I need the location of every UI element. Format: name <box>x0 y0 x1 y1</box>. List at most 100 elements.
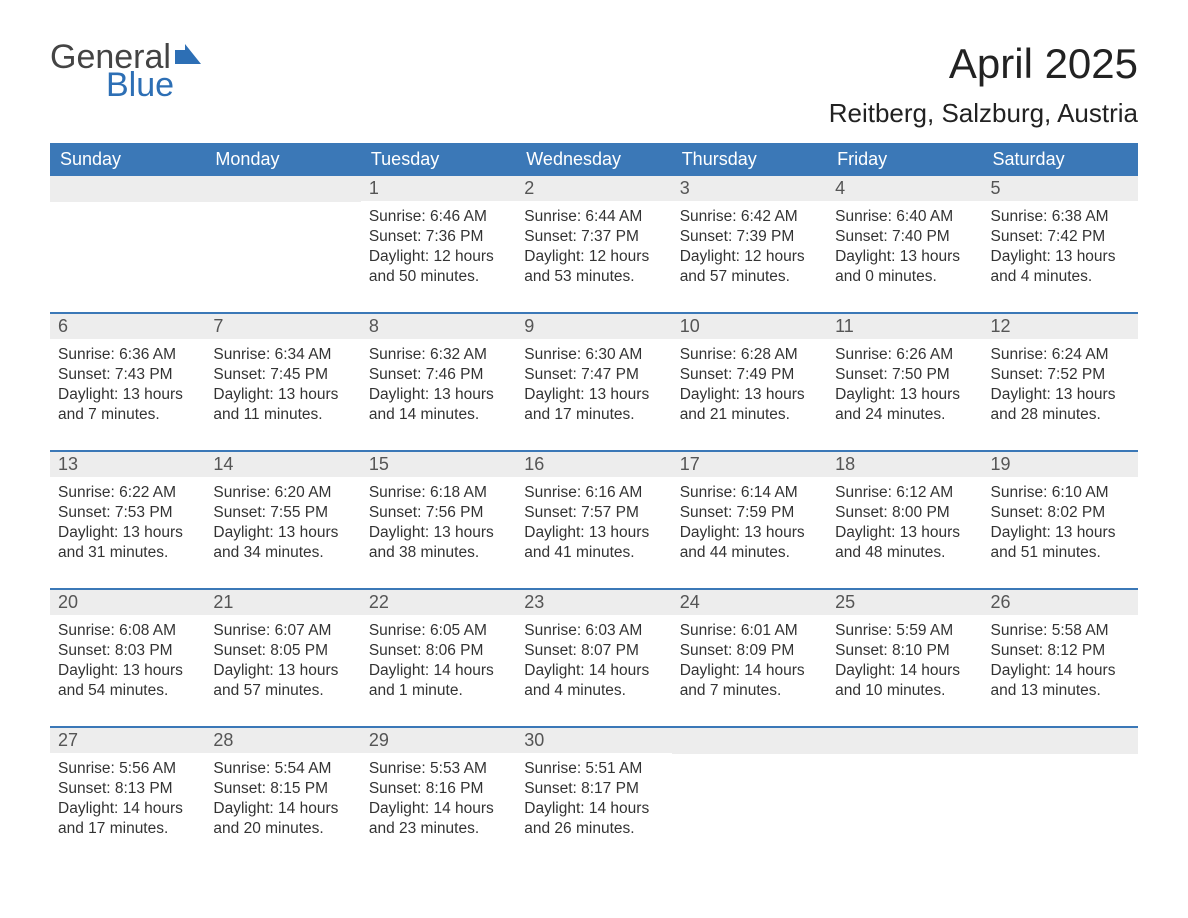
day-number: 20 <box>50 590 205 615</box>
month-title: April 2025 <box>829 40 1138 88</box>
sunset-text: Sunset: 7:47 PM <box>524 365 663 385</box>
day-cell <box>205 176 360 294</box>
page-header: General Blue April 2025 Reitberg, Salzbu… <box>50 40 1138 129</box>
day-cell: 19Sunrise: 6:10 AMSunset: 8:02 PMDayligh… <box>983 452 1138 570</box>
day-cell: 4Sunrise: 6:40 AMSunset: 7:40 PMDaylight… <box>827 176 982 294</box>
sunset-text: Sunset: 7:42 PM <box>991 227 1130 247</box>
day-cell: 12Sunrise: 6:24 AMSunset: 7:52 PMDayligh… <box>983 314 1138 432</box>
day-cell: 28 Sunrise: 5:54 AMSunset: 8:15 PMDayligh… <box>205 728 360 846</box>
sunset-text: Sunset: 8:10 PM <box>835 641 974 661</box>
daylight-text: Daylight: 14 hours and 23 minutes. <box>369 799 508 839</box>
day-body: Sunrise: 6:44 AMSunset: 7:37 PMDaylight:… <box>516 201 671 292</box>
sunrise-text: Sunrise: 6:12 AM <box>835 483 974 503</box>
day-cell: 20Sunrise: 6:08 AMSunset: 8:03 PMDayligh… <box>50 590 205 708</box>
day-number: 28 <box>205 728 360 753</box>
sunrise-text: Sunrise: 5:53 AM <box>369 759 508 779</box>
sunrise-text: Sunrise: 6:08 AM <box>58 621 197 641</box>
day-header: Wednesday <box>516 143 671 176</box>
sunrise-text: Sunrise: 5:51 AM <box>524 759 663 779</box>
daylight-text: Daylight: 14 hours and 20 minutes. <box>213 799 352 839</box>
day-body: Sunrise: 6:18 AMSunset: 7:56 PMDaylight:… <box>361 477 516 568</box>
week-row: 1Sunrise: 6:46 AMSunset: 7:36 PMDaylight… <box>50 176 1138 294</box>
sunrise-text: Sunrise: 6:16 AM <box>524 483 663 503</box>
day-body: Sunrise: 6:34 AMSunset: 7:45 PMDaylight:… <box>205 339 360 430</box>
day-number: 10 <box>672 314 827 339</box>
daylight-text: Daylight: 13 hours and 11 minutes. <box>213 385 352 425</box>
sunrise-text: Sunrise: 5:54 AM <box>213 759 352 779</box>
day-number: 9 <box>516 314 671 339</box>
sunrise-text: Sunrise: 6:03 AM <box>524 621 663 641</box>
sunset-text: Sunset: 8:15 PM <box>213 779 352 799</box>
day-number <box>827 728 982 754</box>
day-body: Sunrise: 5:58 AMSunset: 8:12 PMDaylight:… <box>983 615 1138 706</box>
day-number: 22 <box>361 590 516 615</box>
day-cell: 16Sunrise: 6:16 AMSunset: 7:57 PMDayligh… <box>516 452 671 570</box>
sunrise-text: Sunrise: 6:01 AM <box>680 621 819 641</box>
sunrise-text: Sunrise: 5:56 AM <box>58 759 197 779</box>
daylight-text: Daylight: 13 hours and 17 minutes. <box>524 385 663 425</box>
day-cell: 11Sunrise: 6:26 AMSunset: 7:50 PMDayligh… <box>827 314 982 432</box>
sunset-text: Sunset: 8:17 PM <box>524 779 663 799</box>
daylight-text: Daylight: 13 hours and 31 minutes. <box>58 523 197 563</box>
daylight-text: Daylight: 12 hours and 53 minutes. <box>524 247 663 287</box>
sunset-text: Sunset: 7:37 PM <box>524 227 663 247</box>
day-cell: 26Sunrise: 5:58 AMSunset: 8:12 PMDayligh… <box>983 590 1138 708</box>
day-body: Sunrise: 6:05 AMSunset: 8:06 PMDaylight:… <box>361 615 516 706</box>
sunrise-text: Sunrise: 6:14 AM <box>680 483 819 503</box>
sunrise-text: Sunrise: 6:26 AM <box>835 345 974 365</box>
day-cell: 6Sunrise: 6:36 AMSunset: 7:43 PMDaylight… <box>50 314 205 432</box>
day-number: 11 <box>827 314 982 339</box>
day-body: Sunrise: 6:26 AMSunset: 7:50 PMDaylight:… <box>827 339 982 430</box>
daylight-text: Daylight: 13 hours and 38 minutes. <box>369 523 508 563</box>
sunset-text: Sunset: 7:55 PM <box>213 503 352 523</box>
sunset-text: Sunset: 8:13 PM <box>58 779 197 799</box>
day-body: Sunrise: 6:30 AMSunset: 7:47 PMDaylight:… <box>516 339 671 430</box>
day-body: Sunrise: 6:08 AMSunset: 8:03 PMDaylight:… <box>50 615 205 706</box>
day-header: Sunday <box>50 143 205 176</box>
daylight-text: Daylight: 13 hours and 14 minutes. <box>369 385 508 425</box>
week-row: 13Sunrise: 6:22 AMSunset: 7:53 PMDayligh… <box>50 450 1138 570</box>
daylight-text: Daylight: 13 hours and 4 minutes. <box>991 247 1130 287</box>
day-number: 21 <box>205 590 360 615</box>
week-row: 27Sunrise: 5:56 AMSunset: 8:13 PMDayligh… <box>50 726 1138 846</box>
day-cell: 3Sunrise: 6:42 AMSunset: 7:39 PMDaylight… <box>672 176 827 294</box>
sunrise-text: Sunrise: 6:20 AM <box>213 483 352 503</box>
sunset-text: Sunset: 7:57 PM <box>524 503 663 523</box>
sunrise-text: Sunrise: 6:34 AM <box>213 345 352 365</box>
day-cell: 22Sunrise: 6:05 AMSunset: 8:06 PMDayligh… <box>361 590 516 708</box>
day-body: Sunrise: 6:46 AMSunset: 7:36 PMDaylight:… <box>361 201 516 292</box>
daylight-text: Daylight: 14 hours and 1 minute. <box>369 661 508 701</box>
day-number: 18 <box>827 452 982 477</box>
day-cell: 8Sunrise: 6:32 AMSunset: 7:46 PMDaylight… <box>361 314 516 432</box>
sunrise-text: Sunrise: 6:24 AM <box>991 345 1130 365</box>
day-body: Sunrise: 6:38 AMSunset: 7:42 PMDaylight:… <box>983 201 1138 292</box>
day-number: 30 <box>516 728 671 753</box>
day-cell: 13Sunrise: 6:22 AMSunset: 7:53 PMDayligh… <box>50 452 205 570</box>
day-header: Thursday <box>672 143 827 176</box>
sunrise-text: Sunrise: 6:10 AM <box>991 483 1130 503</box>
daylight-text: Daylight: 12 hours and 50 minutes. <box>369 247 508 287</box>
sunrise-text: Sunrise: 6:40 AM <box>835 207 974 227</box>
day-body: Sunrise: 5:53 AMSunset: 8:16 PMDaylight:… <box>361 753 516 844</box>
sunset-text: Sunset: 8:07 PM <box>524 641 663 661</box>
day-number: 4 <box>827 176 982 201</box>
day-body: Sunrise: 6:22 AMSunset: 7:53 PMDaylight:… <box>50 477 205 568</box>
day-cell: 14Sunrise: 6:20 AMSunset: 7:55 PMDayligh… <box>205 452 360 570</box>
sunset-text: Sunset: 7:50 PM <box>835 365 974 385</box>
day-header: Tuesday <box>361 143 516 176</box>
brand-logo: General Blue <box>50 40 205 102</box>
day-body: Sunrise: 6:07 AMSunset: 8:05 PMDaylight:… <box>205 615 360 706</box>
daylight-text: Daylight: 13 hours and 21 minutes. <box>680 385 819 425</box>
day-header: Monday <box>205 143 360 176</box>
day-body: Sunrise: 6:20 AMSunset: 7:55 PMDaylight:… <box>205 477 360 568</box>
sunset-text: Sunset: 8:03 PM <box>58 641 197 661</box>
sunset-text: Sunset: 7:43 PM <box>58 365 197 385</box>
day-cell: 10Sunrise: 6:28 AMSunset: 7:49 PMDayligh… <box>672 314 827 432</box>
day-header: Saturday <box>983 143 1138 176</box>
day-body: Sunrise: 6:36 AMSunset: 7:43 PMDaylight:… <box>50 339 205 430</box>
day-cell: 2Sunrise: 6:44 AMSunset: 7:37 PMDaylight… <box>516 176 671 294</box>
day-cell: 27Sunrise: 5:56 AMSunset: 8:13 PMDayligh… <box>50 728 205 846</box>
day-number: 29 <box>361 728 516 753</box>
day-cell: 9Sunrise: 6:30 AMSunset: 7:47 PMDaylight… <box>516 314 671 432</box>
day-cell: 30Sunrise: 5:51 AMSunset: 8:17 PMDayligh… <box>516 728 671 846</box>
